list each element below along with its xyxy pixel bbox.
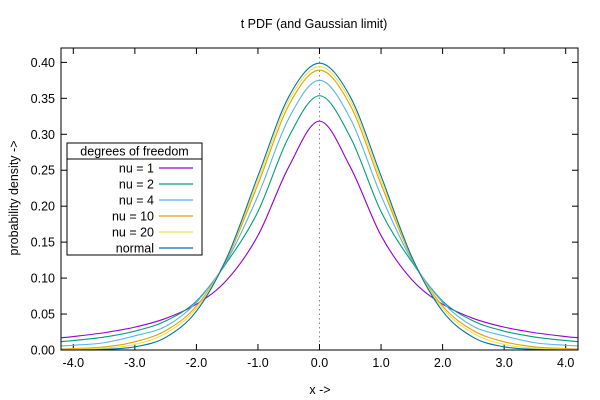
y-tick-label: 0.30 [31,128,55,142]
series-line-nu-1 [60,120,579,339]
series-line-nu-2 [60,95,579,343]
x-tick-label: -2.0 [186,356,208,370]
series-line-nu-4 [60,79,579,347]
x-tick-label: 1.0 [372,356,389,370]
y-tick-label: 0.15 [31,236,55,250]
legend-label: nu = 2 [119,178,154,192]
legend-box [66,142,203,256]
x-tick-label: 3.0 [495,356,512,370]
x-tick-label: -1.0 [247,356,269,370]
series-line-nu-20 [60,66,579,351]
y-tick-label: 0.05 [31,308,55,322]
x-tick-label: 2.0 [434,356,451,370]
y-tick-label: 0.10 [31,272,55,286]
legend-label: normal [116,242,154,256]
legend-label: nu = 4 [119,194,154,208]
legend: degrees of freedom nu = 1nu = 2nu = 4nu … [66,142,203,256]
y-axis-label: probability density -> [7,141,21,256]
y-tick-label: 0.25 [31,164,55,178]
x-tick-label: 0.0 [311,356,328,370]
legend-label: nu = 10 [112,210,154,224]
series-curves [60,62,579,351]
legend-label: nu = 1 [119,162,154,176]
series-line-nu-10 [60,69,579,350]
legend-items: nu = 1 nu = 2 nu = 4 nu = 10 nu = 20 normal [112,162,193,256]
x-axis-label: x -> [309,383,330,397]
series-line-normal [60,62,579,351]
x-tick-label: 4.0 [557,356,574,370]
legend-label: nu = 20 [112,226,154,240]
y-tick-label: 0.00 [31,344,55,358]
plot-frame [60,47,579,351]
y-tick-label: 0.40 [31,56,55,70]
y-axis-ticks: 0.00 0.05 0.10 0.15 0.20 0.25 0.30 0.35 0.40 [31,56,578,358]
chart-title: t PDF (and Gaussian limit) [241,17,388,31]
x-axis-ticks: -4.0 -3.0 -2.0 -1.0 0.0 1.0 2.0 3.0 4.0 [63,48,574,370]
x-tick-label: -3.0 [124,356,146,370]
legend-title: degrees of freedom [80,145,188,159]
y-tick-label: 0.35 [31,92,55,106]
y-tick-label: 0.20 [31,200,55,214]
x-tick-label: -4.0 [63,356,85,370]
